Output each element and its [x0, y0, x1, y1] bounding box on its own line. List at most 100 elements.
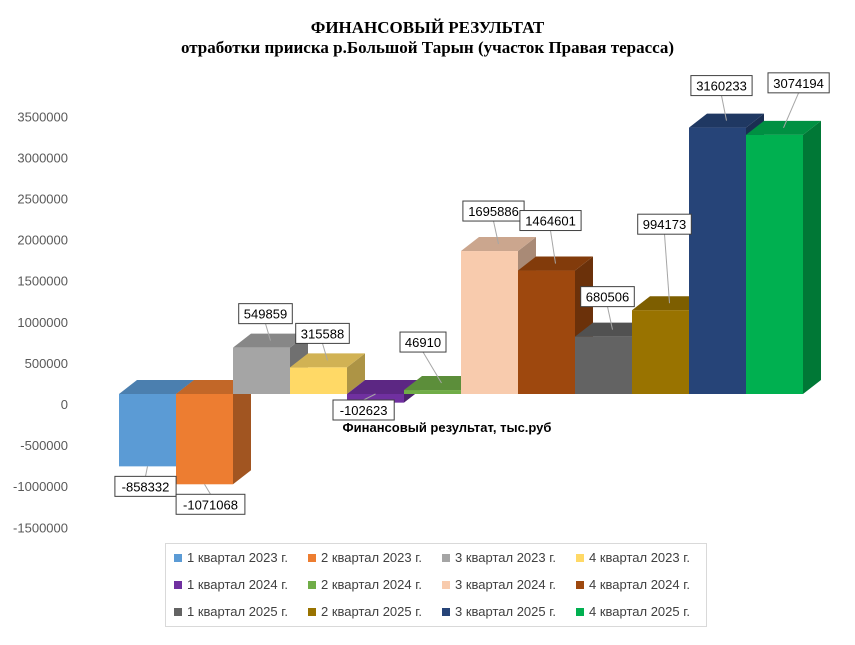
bar-front [119, 394, 176, 467]
data-label: -858332 [122, 479, 170, 494]
data-label-leader [145, 466, 148, 477]
legend-swatch [576, 607, 584, 616]
bar-side [347, 353, 365, 394]
chart-subtitle: отработки прииска р.Большой Тарын (участ… [180, 38, 675, 57]
bar-front [689, 127, 746, 395]
data-label-leader [322, 343, 328, 361]
bar-top [119, 380, 194, 394]
data-label-box [295, 322, 350, 344]
data-label: 315588 [301, 326, 344, 341]
data-label-box [114, 475, 177, 497]
legend-item: 3 квартал 2025 г. [442, 604, 556, 619]
y-tick-label: -1000000 [13, 479, 68, 494]
bar-front [233, 347, 290, 394]
y-tick-label: 2500000 [17, 192, 68, 207]
bar-front [290, 367, 347, 394]
bar-2 [176, 380, 251, 485]
legend-swatch [308, 607, 316, 616]
bar-front [518, 270, 575, 394]
data-label-leader [607, 306, 613, 330]
legend-swatch [576, 580, 584, 589]
legend-item: 3 квартал 2023 г. [442, 550, 556, 565]
data-label-leader [363, 393, 376, 401]
legend-label: 2 квартал 2024 г. [321, 577, 422, 592]
bar-front [404, 390, 461, 394]
legend-item: 3 квартал 2024 г. [442, 577, 556, 592]
legend-label: 4 квартал 2024 г. [589, 577, 690, 592]
legend-item: 2 квартал 2025 г. [308, 604, 422, 619]
legend-swatch [308, 580, 316, 589]
data-label: 46910 [405, 335, 441, 350]
legend-item: 2 квартал 2023 г. [308, 550, 422, 565]
data-label: -1071068 [183, 497, 238, 512]
data-label-box [332, 399, 395, 421]
bar-group [119, 113, 821, 485]
data-label: 3074194 [773, 76, 824, 91]
bar-12 [746, 120, 821, 394]
legend-item: 4 квартал 2024 г. [576, 577, 690, 592]
legend-item: 1 квартал 2025 г. [174, 604, 288, 619]
data-label-box [238, 303, 293, 325]
legend-label: 3 квартал 2024 г. [455, 577, 556, 592]
data-label-box [580, 286, 635, 308]
legend-label: 2 квартал 2025 г. [321, 604, 422, 619]
legend-item: 4 квартал 2025 г. [576, 604, 690, 619]
bar-side [803, 120, 821, 394]
data-label-leader [493, 220, 499, 245]
legend-label: 1 квартал 2025 г. [187, 604, 288, 619]
legend-label: 3 квартал 2025 г. [455, 604, 556, 619]
data-label-box [175, 493, 246, 515]
legend-label: 4 квартал 2025 г. [589, 604, 690, 619]
x-axis-label: Финансовый результат, тыс.руб [343, 420, 552, 435]
data-label-group: -858332 -1071068 549859 315588 -102623 46910 1… [114, 72, 830, 515]
data-label-leader [422, 351, 442, 384]
legend-item: 2 квартал 2024 г. [308, 577, 422, 592]
legend-label: 1 квартал 2023 г. [187, 550, 288, 565]
legend-label: 3 квартал 2023 г. [455, 550, 556, 565]
bar-front [746, 134, 803, 394]
data-label: 1464601 [525, 214, 576, 229]
legend-label: 4 квартал 2023 г. [589, 550, 690, 565]
legend-swatch [308, 553, 316, 562]
y-tick-label: -500000 [20, 438, 68, 453]
legend-swatch [174, 553, 182, 562]
y-tick-label: -1500000 [13, 520, 68, 535]
data-label-box [690, 75, 753, 97]
chart-title: ФИНАНСОВЫЙ РЕЗУЛЬТАТ [310, 18, 545, 37]
data-label: -102623 [340, 403, 388, 418]
bar-front [347, 394, 404, 403]
bar-side [233, 380, 251, 485]
legend-item: 1 квартал 2023 г. [174, 550, 288, 565]
data-label: 994173 [643, 217, 686, 232]
bar-front [632, 310, 689, 394]
data-label-leader [664, 234, 670, 304]
legend-item: 4 квартал 2023 г. [576, 550, 690, 565]
data-label-box [519, 210, 582, 232]
data-label-box [399, 331, 447, 353]
data-label-leader [204, 484, 211, 495]
data-label-leader [265, 323, 271, 341]
data-label-leader [721, 95, 727, 121]
bar-front [176, 394, 233, 485]
bar-front [575, 336, 632, 394]
legend-label: 2 квартал 2023 г. [321, 550, 422, 565]
legend-swatch [174, 607, 182, 616]
y-axis: 3500000 3000000 2500000 2000000 1500000 10000… [13, 109, 68, 535]
bar-4 [290, 353, 365, 394]
y-tick-label: 500000 [25, 356, 68, 371]
legend-swatch [442, 607, 450, 616]
legend-swatch [442, 553, 450, 562]
data-label: 1695886 [468, 204, 519, 219]
legend-label: 1 квартал 2024 г. [187, 577, 288, 592]
data-label: 680506 [586, 290, 629, 305]
data-label: 549859 [244, 307, 287, 322]
y-tick-label: 0 [61, 397, 68, 412]
data-label-box [767, 72, 830, 94]
data-label: 3160233 [696, 79, 747, 94]
y-tick-label: 3000000 [17, 150, 68, 165]
legend-swatch [576, 553, 584, 562]
legend: 1 квартал 2023 г. 2 квартал 2023 г. 3 квар… [165, 543, 707, 627]
legend-swatch [442, 580, 450, 589]
bar-top [176, 380, 251, 394]
